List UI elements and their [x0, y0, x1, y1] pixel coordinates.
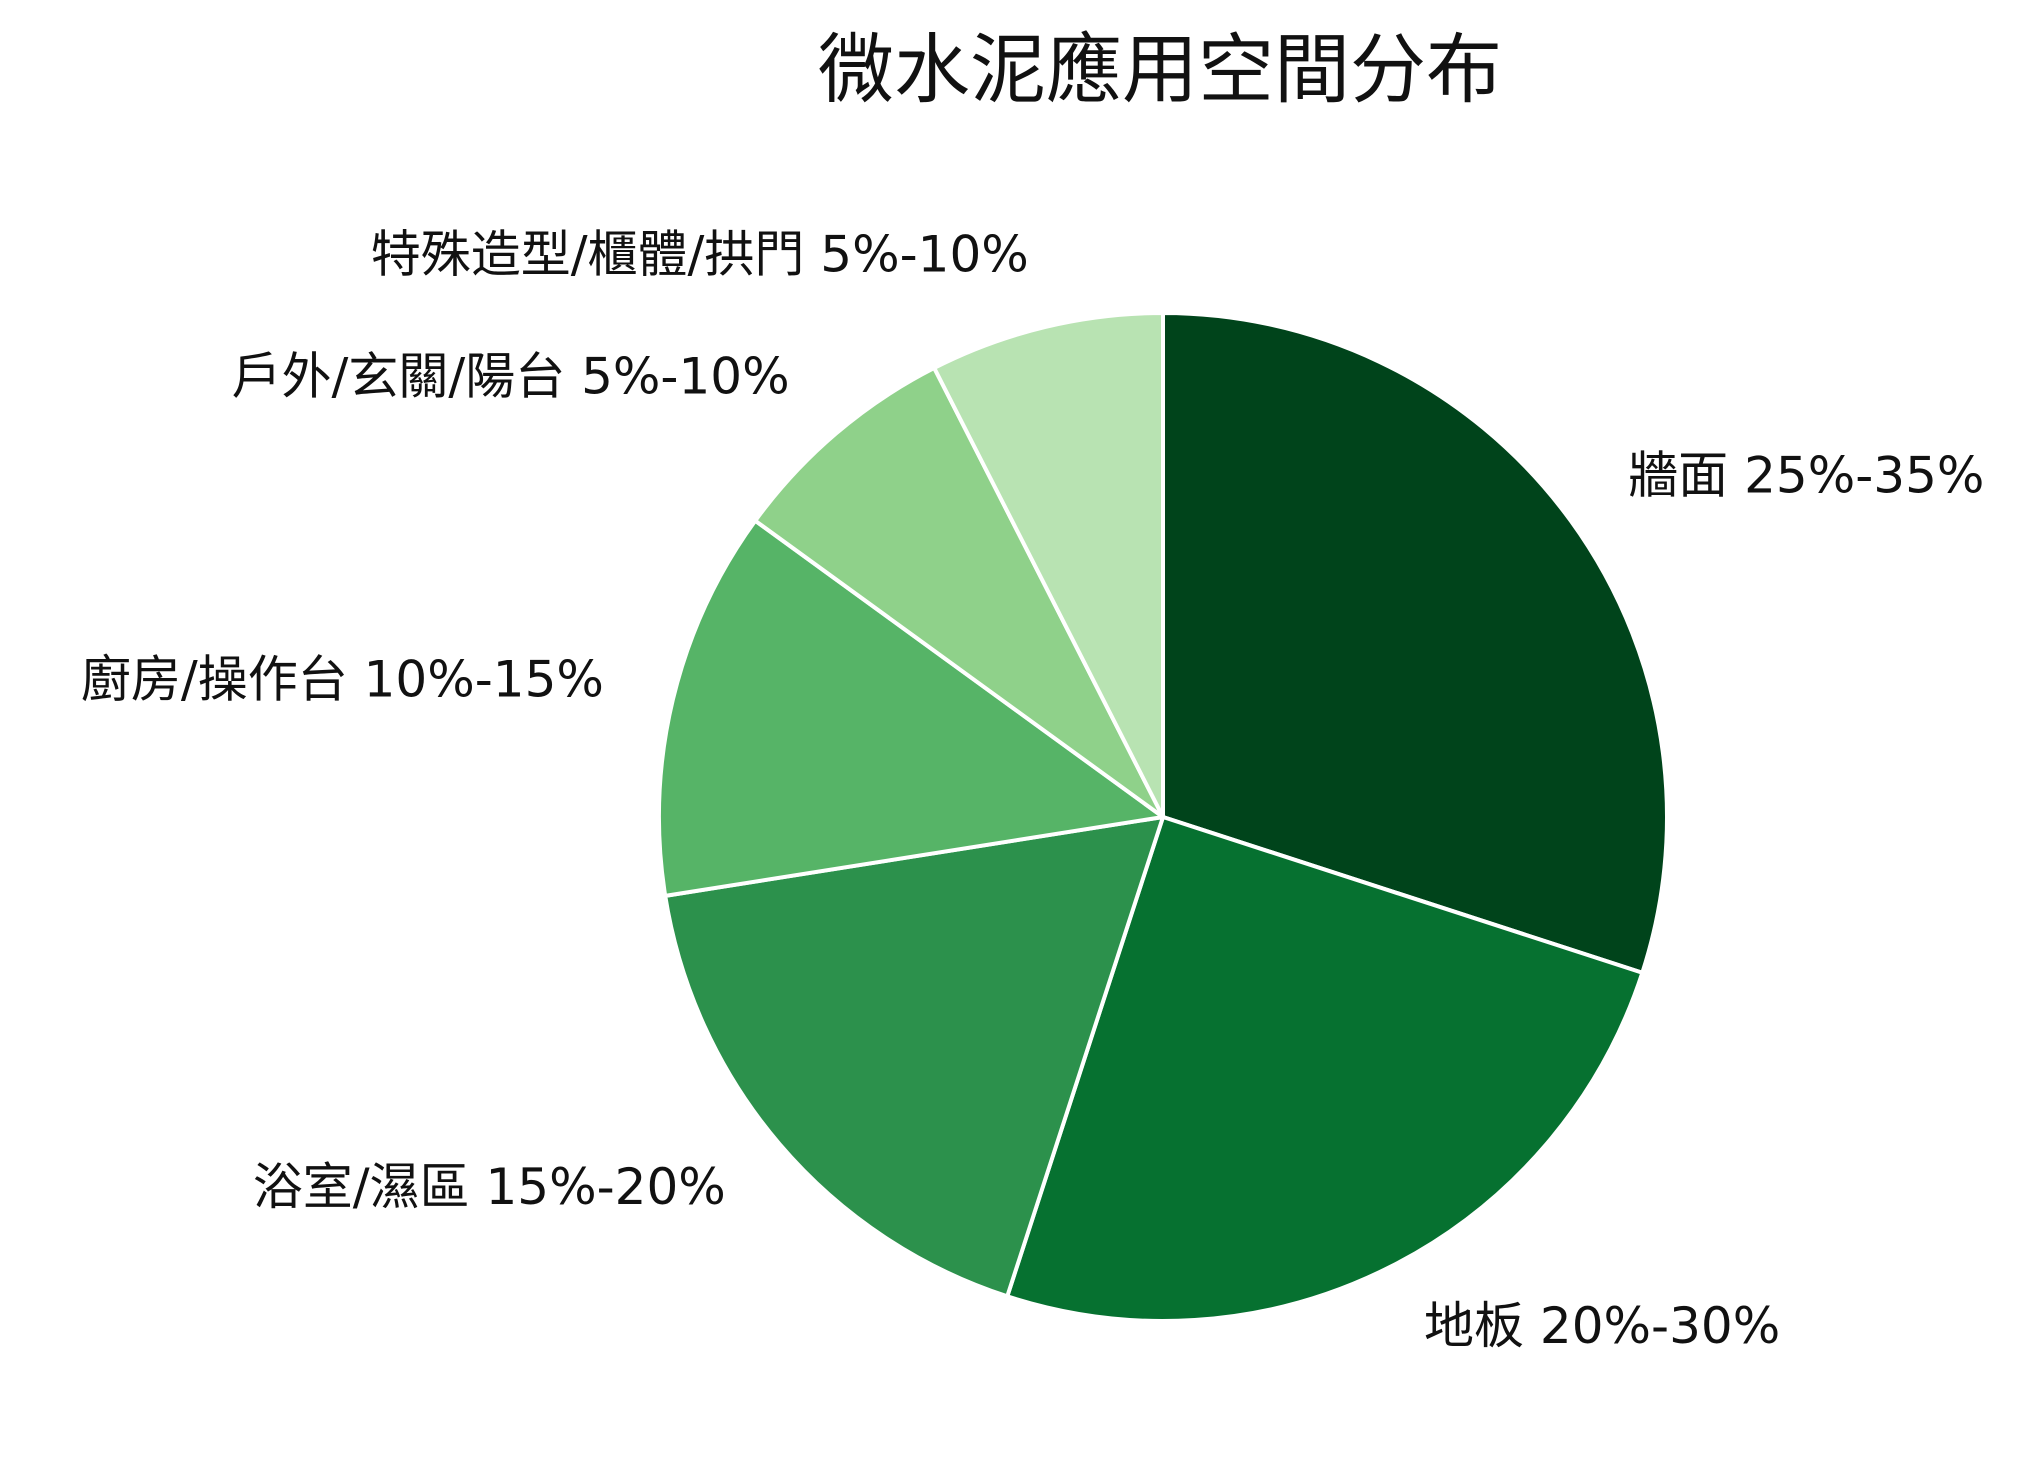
- pie-slices: [657, 311, 1669, 1323]
- slice-label-2: 浴室/濕區 15%-20%: [253, 1158, 726, 1216]
- chart-title: 微水泥應用空間分布: [818, 25, 1502, 114]
- pie-slice-5: [932, 311, 1165, 819]
- pie-slice-1: [1005, 815, 1645, 1323]
- slice-label-5: 特殊造型/櫃體/拱門 5%-10%: [371, 225, 1029, 283]
- slice-label-4: 戶外/玄關/陽台 5%-10%: [232, 347, 790, 405]
- pie-slice-0: [1161, 311, 1669, 975]
- pie-slice-3: [657, 518, 1165, 898]
- slice-label-0: 牆面 25%-35%: [1628, 447, 1984, 505]
- pie-labels: 牆面 25%-35% 地板 20%-30% 浴室/濕區 15%-20% 廚房/操作台 …: [81, 225, 1985, 1354]
- slice-label-1: 地板 20%-30%: [1424, 1297, 1780, 1355]
- pie-slice-4: [753, 365, 1165, 819]
- slice-label-3: 廚房/操作台 10%-15%: [81, 650, 604, 708]
- pie-slice-2: [663, 815, 1165, 1299]
